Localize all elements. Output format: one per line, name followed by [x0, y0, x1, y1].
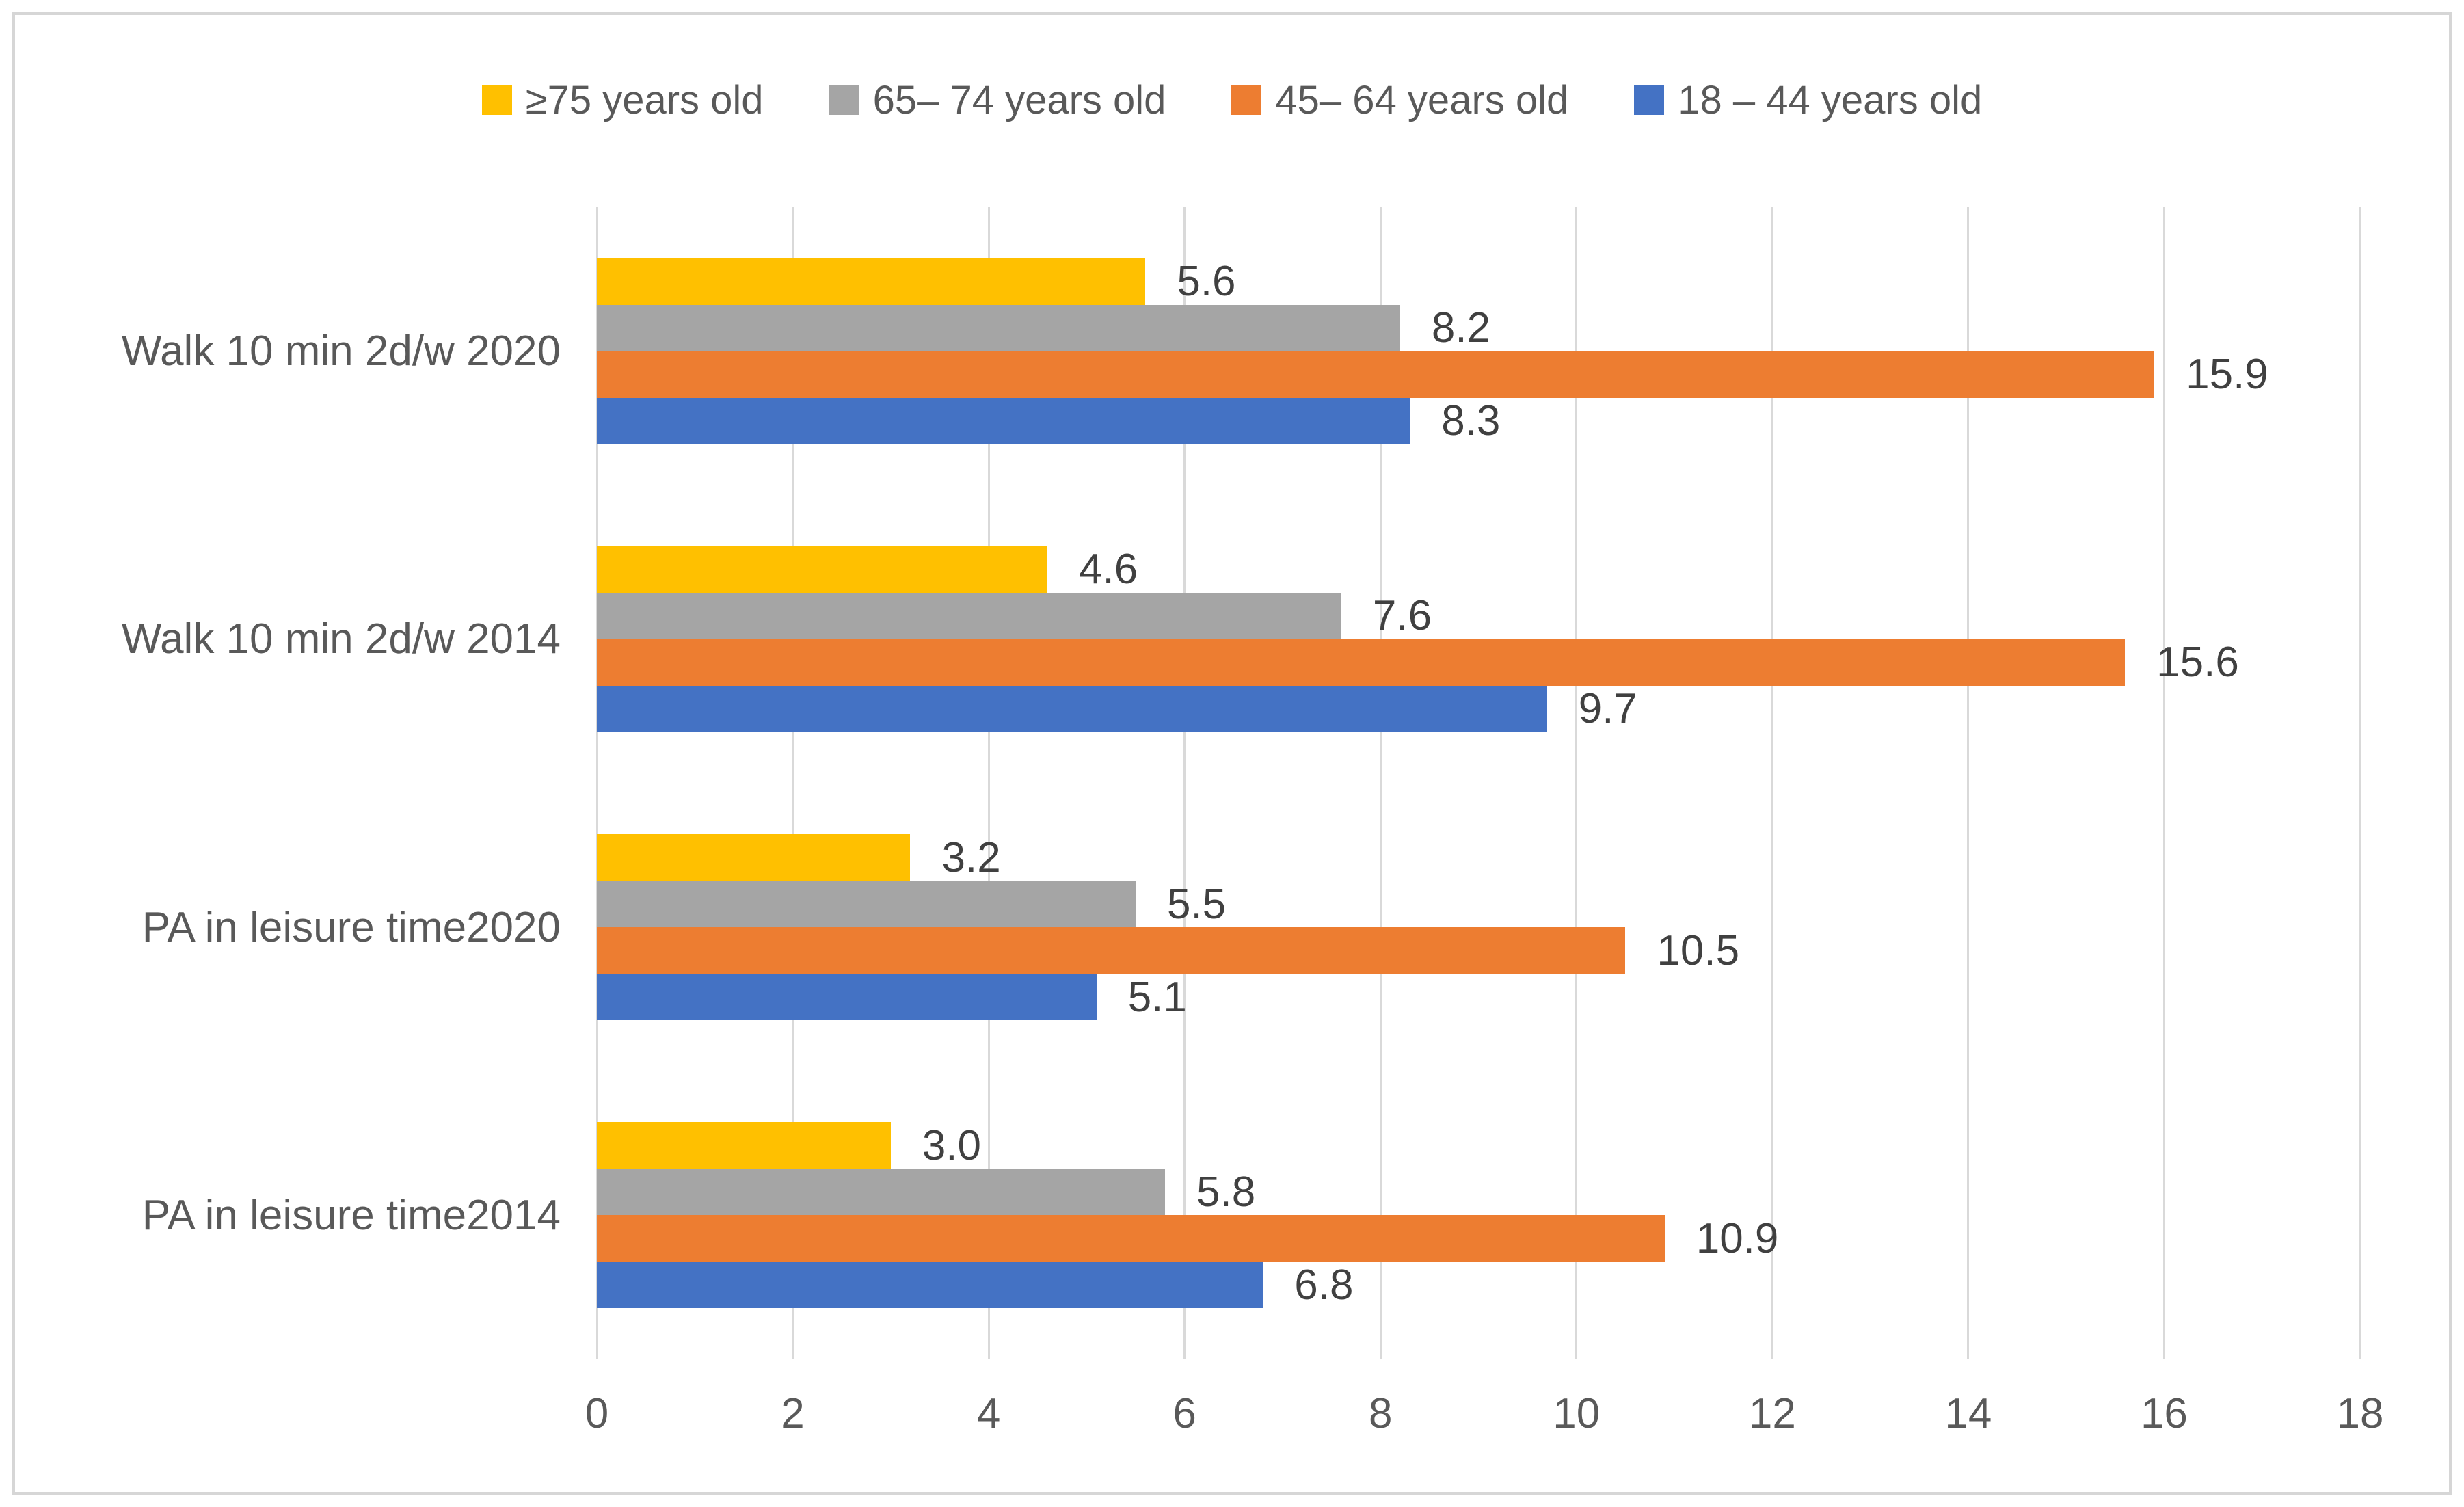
bar-1-cat-1: [597, 592, 1341, 639]
legend-swatch-icon: [829, 85, 859, 115]
legend-item-2: 45– 64 years old: [1231, 77, 1568, 123]
bar-value-label: 3.2: [941, 833, 1001, 881]
bar-value-label: 5.1: [1127, 973, 1187, 1021]
bar-value-label: 9.7: [1578, 685, 1637, 733]
bar-value-label: 10.5: [1657, 926, 1740, 974]
x-axis-tick-label: 2: [781, 1390, 805, 1437]
bar-2-cat-3: [597, 1215, 1665, 1262]
gridline: [987, 207, 990, 1359]
bar-value-label: 5.6: [1177, 258, 1236, 306]
legend-item-1: 65– 74 years old: [829, 77, 1166, 123]
gridline: [1183, 207, 1186, 1359]
bar-3-cat-1: [597, 685, 1547, 732]
legend-swatch-icon: [481, 85, 512, 115]
bar-3-cat-3: [597, 1262, 1263, 1309]
gridline: [595, 207, 598, 1359]
bar-2-cat-2: [597, 927, 1626, 974]
bar-value-label: 4.6: [1079, 546, 1138, 594]
bar-0-cat-2: [597, 834, 911, 881]
gridline: [1379, 207, 1382, 1359]
bar-value-label: 8.3: [1441, 397, 1501, 445]
bar-0-cat-1: [597, 546, 1048, 593]
legend-item-3: 18 – 44 years old: [1634, 77, 1982, 123]
x-axis-tick-label: 0: [585, 1390, 609, 1437]
bar-1-cat-2: [597, 881, 1136, 928]
legend-swatch-icon: [1231, 85, 1262, 115]
bar-2-cat-1: [597, 639, 2126, 686]
bar-1-cat-0: [597, 304, 1400, 351]
gridline: [2359, 207, 2361, 1359]
bar-2-cat-0: [597, 351, 2155, 398]
bar-value-label: 7.6: [1372, 592, 1432, 640]
bar-value-label: 8.2: [1431, 304, 1491, 352]
gridline: [1967, 207, 1970, 1359]
gridline: [2162, 207, 2165, 1359]
legend-label: 45– 64 years old: [1275, 77, 1569, 122]
bar-value-label: 15.9: [2186, 351, 2268, 399]
legend-item-0: ≥75 years old: [481, 77, 764, 123]
bar-value-label: 5.5: [1167, 880, 1227, 928]
bar-1-cat-3: [597, 1169, 1165, 1216]
chart-legend: ≥75 years old 65– 74 years old 45– 64 year…: [0, 66, 2464, 134]
x-axis-tick-label: 18: [2336, 1390, 2384, 1437]
bar-0-cat-3: [597, 1122, 891, 1169]
gridline: [792, 207, 794, 1359]
x-axis-tick-label: 16: [2140, 1390, 2188, 1437]
bar-value-label: 10.9: [1696, 1214, 1779, 1262]
bar-3-cat-2: [597, 974, 1097, 1021]
x-axis-tick-label: 14: [1944, 1390, 1992, 1437]
bar-value-label: 6.8: [1294, 1261, 1354, 1309]
legend-label: ≥75 years old: [525, 77, 764, 122]
category-label: Walk 10 min 2d/w 2020: [121, 328, 561, 375]
gridline: [1771, 207, 1773, 1359]
x-axis-tick-label: 8: [1368, 1390, 1393, 1437]
category-label: PA in leisure time2014: [142, 1191, 561, 1239]
legend-label: 18 – 44 years old: [1678, 77, 1983, 122]
legend-swatch-icon: [1634, 85, 1665, 115]
bar-value-label: 3.0: [922, 1121, 982, 1169]
category-label: PA in leisure time2020: [142, 903, 561, 951]
x-axis-tick-label: 10: [1553, 1390, 1601, 1437]
x-axis-tick-label: 4: [976, 1390, 1001, 1437]
x-axis-tick-label: 12: [1748, 1390, 1796, 1437]
category-label: Walk 10 min 2d/w 2014: [121, 615, 561, 663]
bar-value-label: 5.8: [1196, 1168, 1256, 1216]
bar-3-cat-0: [597, 397, 1410, 444]
gridline: [1575, 207, 1578, 1359]
x-axis-tick-label: 6: [1173, 1390, 1196, 1437]
bar-0-cat-0: [597, 258, 1146, 305]
bar-value-label: 15.6: [2156, 639, 2239, 686]
legend-label: 65– 74 years old: [872, 77, 1166, 122]
